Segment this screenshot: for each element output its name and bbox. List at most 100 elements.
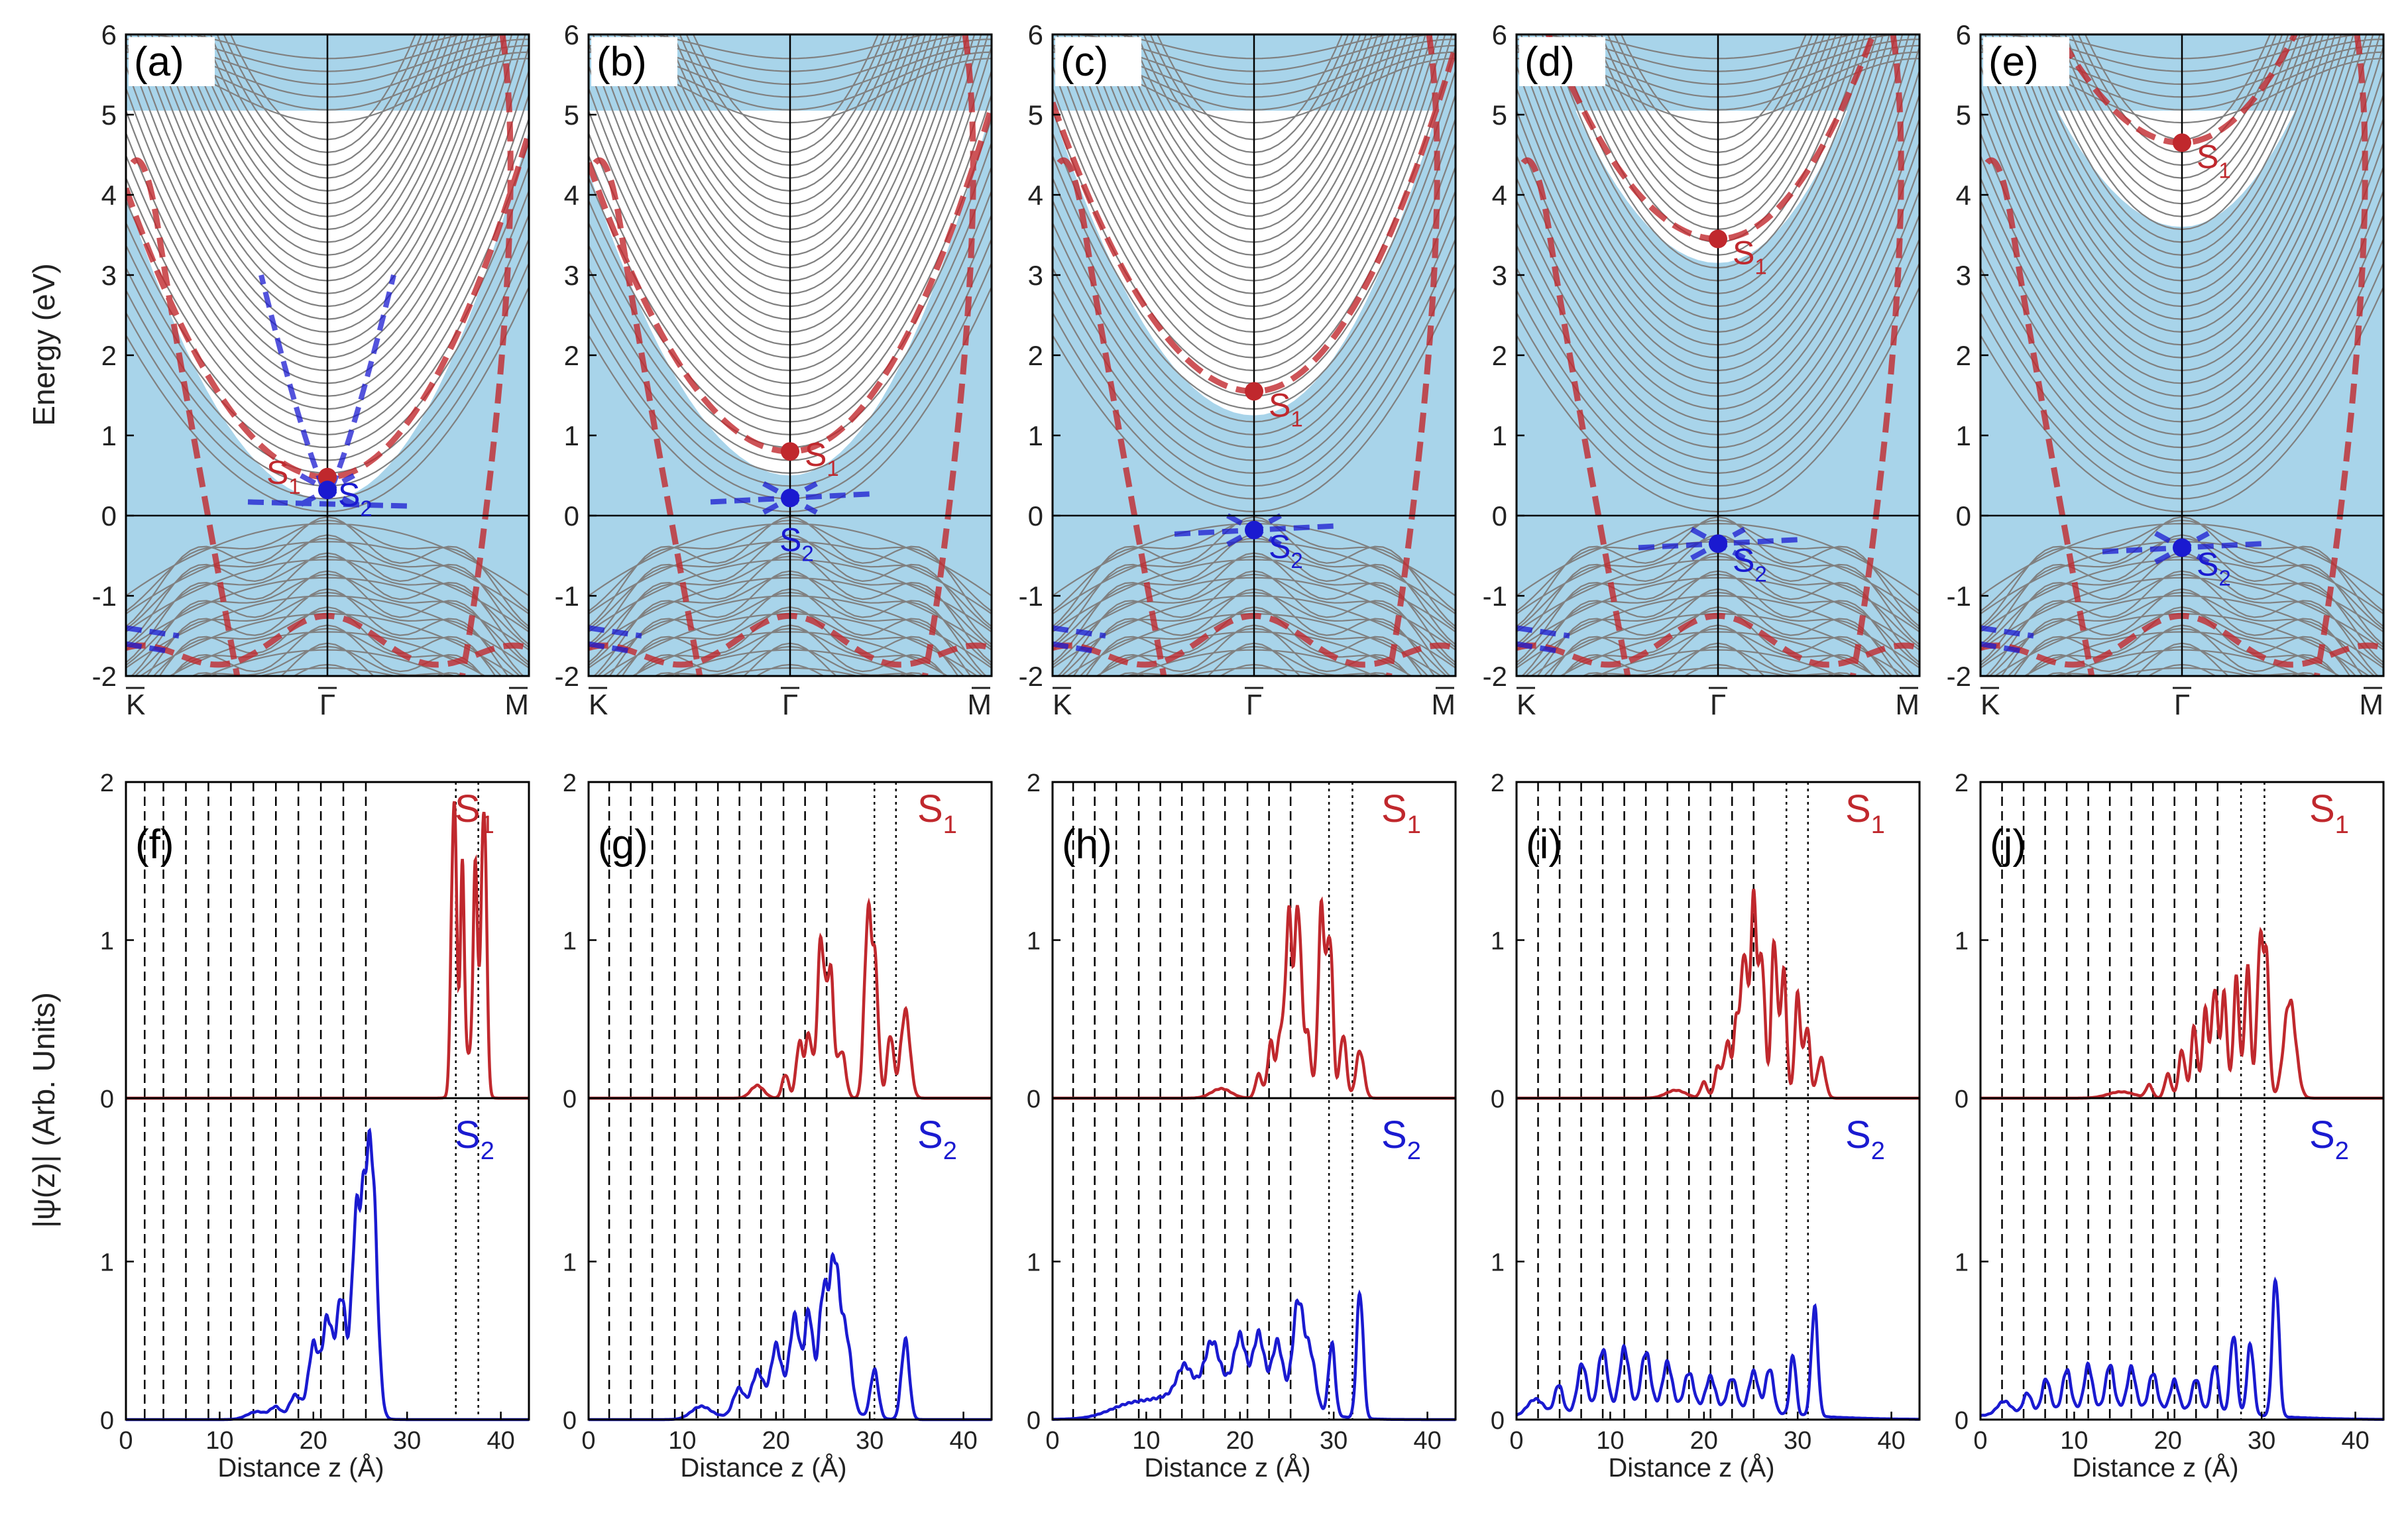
y-tick-label: 5	[1028, 99, 1043, 131]
state-s1-label: S1	[266, 454, 301, 498]
band-structure-panels: -2 -1 0 1 2 3 4 5 6 K Γ M (a) S1 S2 -2 -1 0 1 2 3 4 5 6 K Γ M (b) S1…	[92, 19, 2385, 721]
x-tick-label: 0	[119, 1427, 133, 1455]
k-point-label: Γ	[319, 689, 335, 721]
x-tick-label: 10	[1596, 1427, 1624, 1455]
panel-letter: (h)	[1062, 822, 1112, 868]
y-tick-label: 2	[1028, 340, 1043, 371]
y-tick-label: 1	[1027, 928, 1041, 956]
y-tick-label: 4	[101, 180, 117, 211]
y-tick-label: 1	[1955, 1249, 1969, 1277]
panel-letter: (e)	[1988, 39, 2039, 85]
state-s2-dot	[2173, 538, 2191, 557]
y-tick-label: 0	[563, 1407, 577, 1435]
band-panel: -2 -1 0 1 2 3 4 5 6 K Γ M (e) S1 S2	[1947, 19, 2385, 721]
y-tick-label: 3	[101, 260, 117, 291]
state-s1-dot	[1709, 229, 1727, 249]
series-s1-label: S1	[1381, 787, 1421, 839]
y-tick-label: 6	[101, 19, 117, 50]
band-panel: -2 -1 0 1 2 3 4 5 6 K Γ M (a) S1 S2	[92, 19, 530, 721]
x-axis-label: Distance z (Å)	[217, 1453, 384, 1483]
y-tick-label: 2	[1955, 769, 1969, 797]
state-s1-label: S1	[2197, 138, 2231, 182]
y-tick-label: 0	[1956, 500, 1971, 532]
y-tick-label: 1	[100, 928, 114, 956]
y-tick-label: 5	[1492, 99, 1507, 131]
y-tick-label: 1	[1956, 420, 1971, 451]
x-tick-label: 0	[581, 1427, 595, 1455]
panel-letter: (f)	[135, 822, 174, 868]
k-point-label: M	[2359, 689, 2383, 721]
y-tick-label: 0	[1955, 1086, 1969, 1113]
y-tick-label: -2	[555, 661, 579, 692]
y-tick-label: 2	[1492, 340, 1507, 371]
k-point-label: Γ	[782, 689, 798, 721]
state-s1-dot	[318, 467, 337, 486]
y-tick-label: -1	[92, 581, 117, 612]
y-tick-label: 6	[1028, 19, 1043, 50]
series-s1-label: S1	[455, 787, 494, 839]
x-tick-label: 30	[1320, 1427, 1347, 1455]
x-tick-label: 20	[300, 1427, 327, 1455]
y-tick-label: -2	[1019, 661, 1043, 692]
series-s1-label: S1	[917, 787, 957, 839]
y-tick-label: 1	[563, 928, 577, 956]
x-axis-label: Distance z (Å)	[2072, 1453, 2238, 1483]
y-tick-label: 6	[1956, 19, 1971, 50]
band-panel: -2 -1 0 1 2 3 4 5 6 K Γ M (c) S1 S2	[1019, 19, 1457, 721]
y-tick-label: 0	[1491, 1086, 1505, 1113]
state-s1-label: S1	[1269, 386, 1303, 431]
y-tick-label: 3	[1492, 260, 1507, 291]
y-tick-label: 2	[100, 769, 114, 797]
panel-letter-bg	[1983, 37, 2069, 86]
state-s2-label: S2	[779, 521, 814, 565]
wavefunction-s2-curve	[589, 1251, 992, 1422]
x-tick-label: 10	[205, 1427, 233, 1455]
x-tick-label: 0	[1973, 1427, 1987, 1455]
state-s1-label: S1	[805, 436, 839, 480]
y-tick-label: 1	[1491, 928, 1505, 956]
y-tick-label: 0	[1027, 1086, 1041, 1113]
y-tick-label: 4	[1028, 180, 1043, 211]
state-s2-dot	[318, 480, 337, 500]
state-s2-label: S2	[338, 476, 373, 520]
y-tick-label: -2	[92, 661, 117, 692]
x-tick-label: 10	[2060, 1427, 2088, 1455]
y-tick-label: 2	[564, 340, 579, 371]
y-tick-label: 5	[1956, 99, 1971, 131]
x-tick-label: 10	[668, 1427, 696, 1455]
y-tick-label: 3	[1028, 260, 1043, 291]
y-tick-label: 1	[1491, 1249, 1505, 1277]
y-tick-label: 3	[564, 260, 579, 291]
panel-frame	[1979, 781, 2385, 1421]
k-point-label: M	[967, 689, 992, 721]
y-tick-label: 0	[1491, 1407, 1505, 1435]
y-tick-label: 1	[1955, 928, 1969, 956]
wavefunction-s2-curve	[1516, 1303, 1920, 1421]
x-tick-label: 0	[1045, 1427, 1059, 1455]
panel-letter: (a)	[134, 39, 184, 85]
y-tick-label: -1	[1483, 581, 1507, 612]
x-tick-label: 20	[1226, 1427, 1254, 1455]
band-panel: -2 -1 0 1 2 3 4 5 6 K Γ M (d) S1 S2	[1483, 19, 1921, 721]
state-s2-label: S2	[2197, 545, 2231, 590]
band-panel: -2 -1 0 1 2 3 4 5 6 K Γ M (b) S1 S2	[555, 19, 993, 721]
y-tick-label: 2	[563, 769, 577, 797]
state-s1-dot	[781, 442, 799, 461]
panel-letter: (j)	[1990, 822, 2026, 868]
x-tick-label: 40	[1413, 1427, 1441, 1455]
panel-frame	[587, 781, 993, 1421]
wavefunction-axis-label: |ψ(z)| (Arb. Units)	[27, 992, 61, 1228]
y-tick-label: -1	[1947, 581, 1971, 612]
y-tick-label: 1	[1027, 1249, 1041, 1277]
state-s1-dot	[1245, 382, 1263, 401]
y-tick-label: 0	[101, 500, 117, 532]
x-tick-label: 20	[1690, 1427, 1718, 1455]
series-s2-label: S2	[917, 1113, 957, 1165]
y-tick-label: 0	[100, 1407, 114, 1435]
